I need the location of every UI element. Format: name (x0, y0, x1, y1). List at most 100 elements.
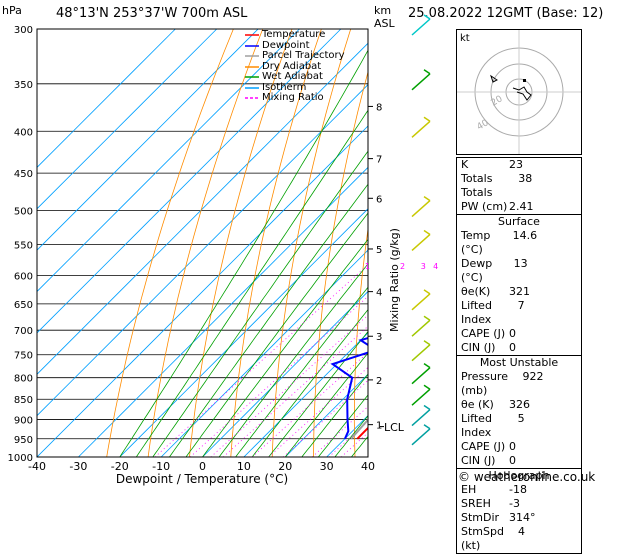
wind-barb-flag (424, 364, 430, 368)
wind-barb-flag (424, 316, 430, 320)
row-label: EH (461, 483, 476, 497)
wind-barb-flag (424, 117, 430, 121)
legend-swatch (244, 42, 260, 50)
km-tick-label: 8 (376, 102, 382, 113)
row-value: 321 (509, 285, 577, 299)
row-label: CAPE (J) (461, 327, 505, 341)
wind-barb-flag (424, 15, 430, 19)
wind-barb (412, 234, 430, 250)
row-value: 314° (509, 511, 577, 525)
row-label: Dewp (°C) (461, 257, 514, 285)
table-row: Dewp (°C)13 (457, 257, 581, 285)
pressure-tick-label: 500 (14, 207, 33, 218)
legend-label: Parcel Trajectory (262, 51, 345, 62)
legend-item: Mixing Ratio (244, 93, 345, 104)
row-value: 326 (509, 398, 577, 412)
legend-swatch (244, 84, 260, 92)
table-row: CIN (J)0 (457, 341, 581, 355)
pressure-tick-label: 900 (14, 416, 33, 427)
legend-item: Temperature (244, 30, 345, 41)
surface-title: Surface (457, 215, 581, 229)
wind-barb (412, 74, 430, 90)
lcl-label: LCL (384, 421, 405, 434)
wind-barb-flag (424, 230, 430, 234)
table-row: SREH-3 (457, 497, 581, 511)
mixing-ratio-line (269, 265, 481, 457)
wind-barb (412, 294, 430, 310)
isotherm-line (0, 29, 424, 457)
row-label: SREH (461, 497, 491, 511)
legend-label: Wet Adiabat (262, 72, 323, 83)
dry-adiabat-line (607, 29, 629, 457)
row-value: 13 (514, 257, 577, 285)
row-label: StmDir (461, 511, 499, 525)
pressure-tick-label: 950 (14, 435, 33, 446)
legend-item: Wet Adiabat (244, 72, 345, 83)
km-tick-label: 3 (376, 332, 382, 343)
mixing-ratio-label: 4 (433, 262, 438, 271)
pressure-tick-label: 450 (14, 169, 33, 180)
hodograph-panel: kt 20 40 (456, 29, 582, 155)
table-row: Pressure (mb)922 (457, 370, 581, 398)
y2-axis-title: Mixing Ratio (g/kg) (388, 228, 401, 332)
legend-swatch (244, 52, 260, 60)
pressure-tick-label: 600 (14, 271, 33, 282)
legend-item: Parcel Trajectory (244, 51, 345, 62)
table-row: CAPE (J)0 (457, 440, 581, 454)
pressure-tick-label: 650 (14, 300, 33, 311)
table-row: θe(K) 321 (457, 285, 581, 299)
table-row: EH-18 (457, 483, 581, 497)
row-label: Pressure (mb) (461, 370, 523, 398)
wind-barb-flag (424, 341, 430, 345)
mixing-ratio-label: 3 (421, 262, 426, 271)
table-row: K 23 (457, 158, 581, 172)
dry-adiabat-line (107, 29, 234, 457)
pressure-tick-label: 700 (14, 326, 33, 337)
most-unstable-title: Most Unstable (457, 356, 581, 370)
hodograph-plot: kt 20 40 (457, 30, 581, 154)
wind-barb (412, 429, 430, 445)
row-label: θe (K) (461, 398, 494, 412)
wind-barb (412, 201, 430, 217)
wind-barb-flag (424, 385, 430, 389)
pressure-tick-label: 400 (14, 127, 33, 138)
legend-label: Mixing Ratio (262, 93, 324, 104)
wind-barb (412, 320, 430, 336)
row-value: 14.6 (513, 229, 577, 257)
row-label: θe(K) (461, 285, 490, 299)
row-value: 4 (518, 525, 577, 553)
table-row: Temp (°C)14.6 (457, 229, 581, 257)
wind-barb (412, 410, 430, 426)
row-value: 0 (509, 341, 577, 355)
wind-barb-flag (424, 290, 430, 294)
pressure-tick-label: 300 (14, 25, 33, 36)
legend-swatch (244, 94, 260, 102)
row-value: 0 (509, 440, 577, 454)
row-label: StmSpd (kt) (461, 525, 518, 553)
table-row: CAPE (J)0 (457, 327, 581, 341)
table-row: StmSpd (kt)4 (457, 525, 581, 553)
row-value: 23 (509, 158, 577, 172)
pressure-tick-label: 750 (14, 351, 33, 362)
pressure-tick-label: 800 (14, 374, 33, 385)
row-label: Temp (°C) (461, 229, 513, 257)
pressure-tick-label: 350 (14, 80, 33, 91)
hodograph-ring-40: 40 (476, 118, 491, 133)
temperature-tick-label: 40 (361, 460, 375, 473)
wind-barb-flag (424, 406, 430, 410)
legend-swatch (244, 31, 260, 39)
row-label: Lifted Index (461, 412, 518, 440)
temperature-tick-label: -40 (28, 460, 46, 473)
row-label: PW (cm) (461, 200, 507, 214)
row-value: 7 (518, 299, 577, 327)
row-label: K (461, 158, 468, 172)
wind-barb (412, 121, 430, 137)
mixing-ratio-line (155, 265, 367, 457)
km-tick-label: 2 (376, 376, 382, 387)
row-value: 5 (518, 412, 577, 440)
